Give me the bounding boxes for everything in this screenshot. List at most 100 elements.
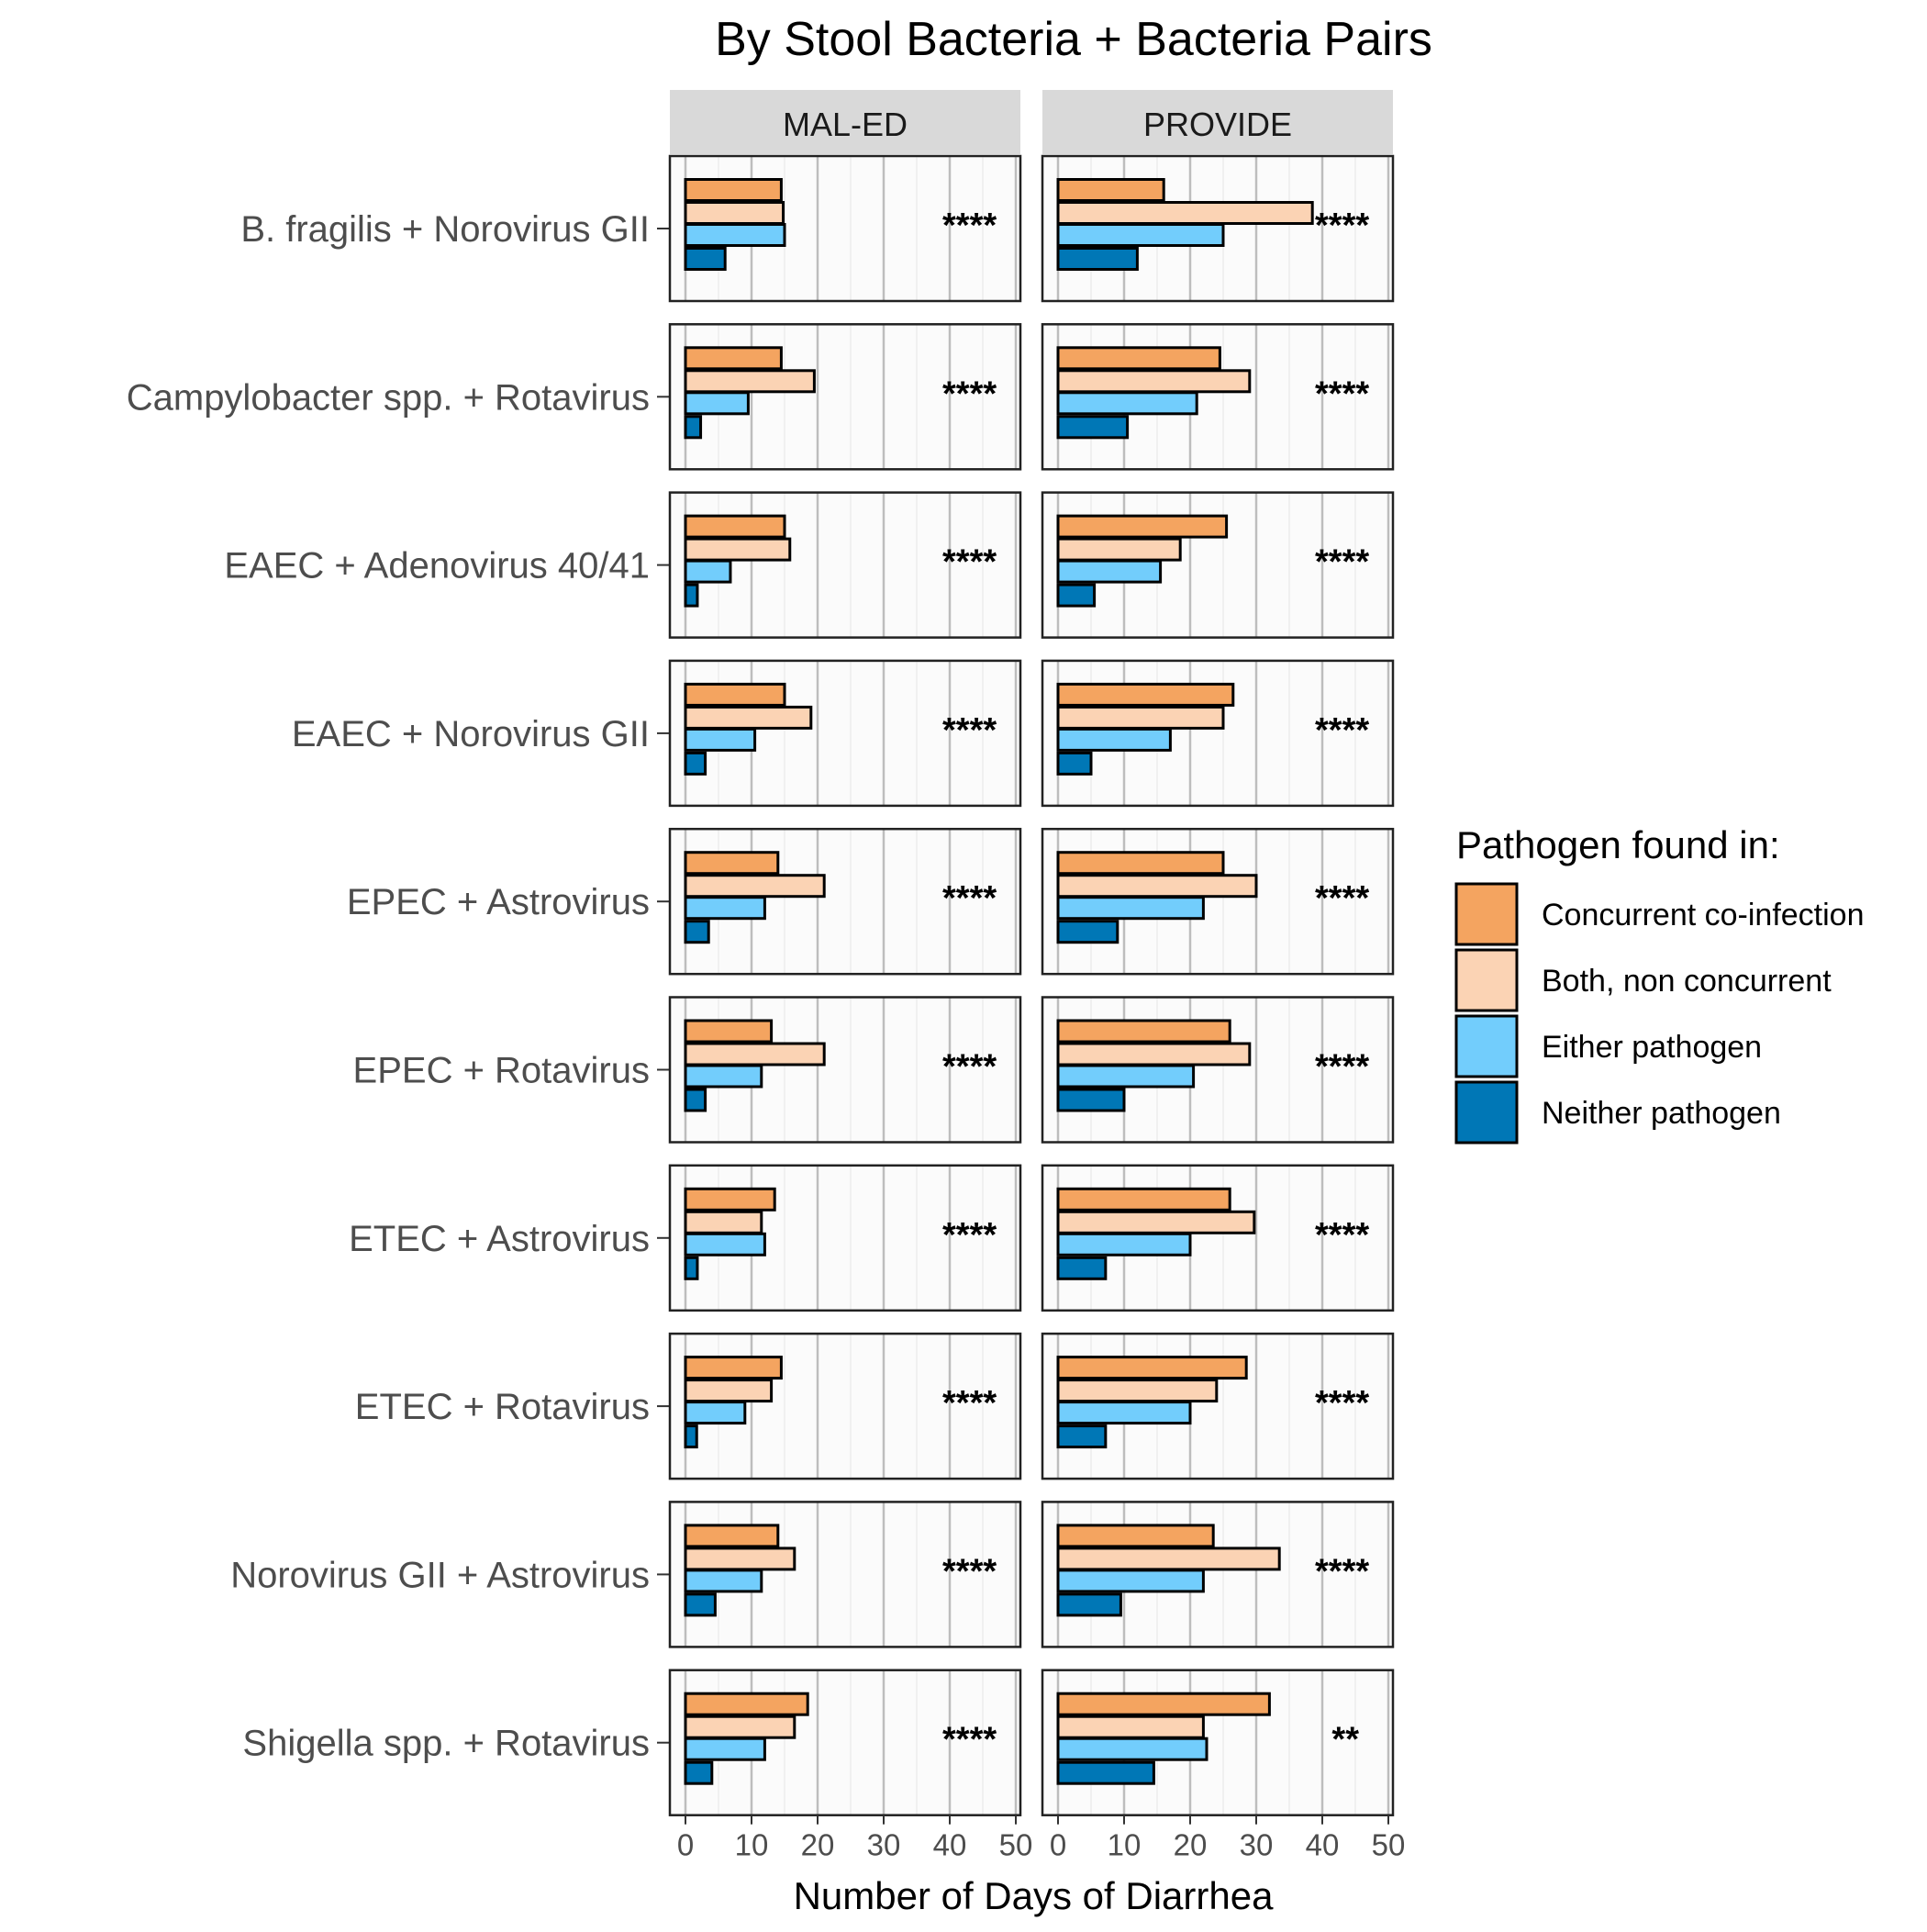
legend-swatch	[1454, 1014, 1519, 1078]
panel-border	[1041, 996, 1395, 1144]
legend-swatch	[1454, 882, 1519, 946]
significance-label: ****	[942, 543, 997, 582]
panel-border	[1041, 1669, 1395, 1816]
panel-border	[668, 154, 1022, 303]
x-tick-label: 50	[1372, 1828, 1406, 1862]
bar	[1056, 391, 1198, 416]
bar	[1056, 896, 1205, 921]
row-label: EAEC + Norovirus GII	[292, 714, 650, 754]
bar	[684, 727, 757, 752]
significance-label: ****	[942, 1721, 997, 1759]
significance-label: ****	[942, 1552, 997, 1591]
significance-label: ****	[942, 1384, 997, 1423]
bar	[1056, 1356, 1248, 1380]
bar	[684, 851, 780, 876]
bar	[684, 537, 792, 562]
bar	[1056, 1088, 1126, 1112]
significance-label: ****	[1315, 879, 1369, 918]
bar	[684, 1187, 776, 1212]
row-label: EAEC + Adenovirus 40/41	[224, 546, 650, 586]
significance-label: ****	[1315, 1552, 1369, 1591]
bar	[684, 1019, 774, 1044]
bar	[1056, 1019, 1231, 1044]
panel-border	[668, 1501, 1022, 1648]
bar	[1056, 705, 1225, 730]
bar	[1056, 851, 1225, 876]
significance-label: ****	[942, 711, 997, 750]
bar	[684, 1042, 826, 1067]
significance-label: ****	[942, 207, 997, 245]
bar	[1056, 920, 1119, 944]
facet-strip	[1042, 90, 1393, 154]
panel-border	[1041, 1164, 1395, 1312]
panel-border	[668, 827, 1022, 976]
bar	[684, 682, 786, 707]
facet-strip	[670, 90, 1020, 154]
bar	[1056, 514, 1229, 539]
legend-title: Pathogen found in:	[1456, 823, 1780, 866]
significance-label: ****	[1315, 207, 1369, 245]
significance-label: **	[1331, 1721, 1359, 1759]
bar	[684, 1569, 763, 1593]
chart-title: By Stool Bacteria + Bacteria Pairs	[715, 13, 1432, 66]
bar	[684, 1379, 774, 1403]
x-tick-label: 20	[801, 1828, 835, 1862]
bar	[684, 559, 732, 584]
x-tick-label: 40	[933, 1828, 967, 1862]
bar	[1056, 1424, 1108, 1449]
bar	[1056, 1187, 1231, 1212]
row-label: EPEC + Rotavirus	[353, 1051, 650, 1091]
bar	[1056, 1379, 1219, 1403]
bar	[1056, 247, 1139, 271]
bar	[1056, 1210, 1256, 1234]
legend-swatch	[1454, 1080, 1519, 1145]
panel-border	[1041, 1501, 1395, 1648]
x-tick-label: 30	[867, 1828, 901, 1862]
bar	[684, 415, 703, 440]
significance-label: ****	[1315, 1216, 1369, 1255]
row-label: Shigella spp. + Rotavirus	[242, 1724, 650, 1764]
panel-border	[668, 659, 1022, 808]
bar	[684, 920, 710, 944]
x-tick-label: 10	[1108, 1828, 1142, 1862]
bar	[684, 874, 826, 899]
panel-border	[1041, 323, 1395, 471]
bar	[684, 1256, 699, 1280]
row-label: ETEC + Astrovirus	[349, 1219, 650, 1259]
bar	[684, 1356, 783, 1380]
x-tick-label: 0	[677, 1828, 694, 1862]
bar	[684, 1210, 763, 1234]
bar	[684, 583, 699, 608]
bar	[1056, 559, 1163, 584]
bar	[1056, 682, 1235, 707]
bar	[1056, 1592, 1122, 1617]
bar	[684, 751, 707, 776]
bar	[1056, 1737, 1209, 1761]
significance-label: ****	[1315, 711, 1369, 750]
bar	[1056, 178, 1165, 202]
bar	[684, 896, 766, 921]
bar	[684, 1064, 763, 1089]
bar	[1056, 1524, 1215, 1548]
row-label: Campylobacter spp. + Rotavirus	[127, 377, 650, 418]
bar	[1056, 1760, 1155, 1785]
bar	[684, 1547, 796, 1571]
row-label: B. fragilis + Norovirus GII	[240, 209, 650, 250]
facet-strip-label: MAL-ED	[783, 106, 908, 143]
x-tick-label: 30	[1240, 1828, 1274, 1862]
x-axis-title: Number of Days of Diarrhea	[794, 1874, 1275, 1917]
bar	[1056, 874, 1258, 899]
legend-label: Concurrent co-infection	[1542, 898, 1865, 932]
bar	[684, 1592, 717, 1617]
bar	[1056, 583, 1097, 608]
panel-border	[1041, 491, 1395, 639]
bar	[1056, 369, 1252, 394]
bar	[684, 1424, 698, 1449]
x-tick-label: 20	[1174, 1828, 1208, 1862]
significance-label: ****	[942, 879, 997, 918]
bar	[684, 1088, 707, 1112]
bar	[684, 178, 783, 202]
bar	[1056, 751, 1093, 776]
bar	[1056, 1064, 1196, 1089]
